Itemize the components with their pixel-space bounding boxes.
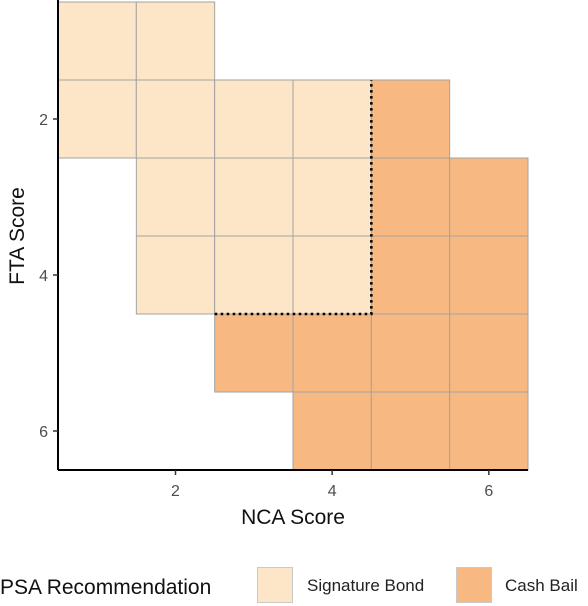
heatmap-cell-3-4 xyxy=(214,235,294,315)
threshold-line xyxy=(214,80,373,316)
heatmap-cell-4-3 xyxy=(292,157,372,237)
heatmap-cell-3-5 xyxy=(214,313,294,393)
legend-key-signature-bond xyxy=(257,567,293,603)
heatmap-cell-3-3 xyxy=(214,157,294,237)
legend-label-cash-bail: Cash Bail xyxy=(505,576,578,595)
heatmap-cell-4-6 xyxy=(292,391,372,471)
legend-label-signature-bond: Signature Bond xyxy=(307,576,425,595)
legend-key-cash-bail xyxy=(456,567,492,603)
heatmap-cell-2-2 xyxy=(135,79,216,159)
heatmap-cell-1-1 xyxy=(57,1,137,81)
heatmap-cell-4-4 xyxy=(292,235,372,315)
heatmap-cell-5-3 xyxy=(370,157,451,237)
heatmap-cell-3-2 xyxy=(214,79,294,159)
x-axis-title: NCA Score xyxy=(241,506,345,529)
cells-layer xyxy=(57,1,529,471)
heatmap-cell-6-5 xyxy=(449,313,529,393)
ticks-layer: 2 4 6 2 4 6 xyxy=(39,112,493,500)
heatmap-chart: 2 4 6 2 4 6 NCA Score FTA Score xyxy=(6,0,529,529)
heatmap-cell-5-2 xyxy=(370,79,451,159)
axes-layer xyxy=(57,0,528,471)
y-axis-title: FTA Score xyxy=(6,187,29,285)
y-tick-label-6: 6 xyxy=(39,424,48,441)
x-tick-label-6: 6 xyxy=(484,483,493,500)
heatmap-cell-5-6 xyxy=(370,391,451,471)
x-tick-label-4: 4 xyxy=(328,483,337,500)
heatmap-cell-5-4 xyxy=(370,235,451,315)
heatmap-cell-5-5 xyxy=(370,313,451,393)
legend: PSA Recommendation Signature Bond Cash B… xyxy=(0,566,588,606)
heatmap-cell-6-6 xyxy=(449,391,529,471)
heatmap-cell-4-5 xyxy=(292,313,372,393)
heatmap-cell-1-2 xyxy=(57,79,137,159)
heatmap-cell-2-1 xyxy=(135,1,216,81)
heatmap-cell-2-3 xyxy=(135,157,216,237)
heatmap-cell-6-4 xyxy=(449,235,529,315)
legend-title: PSA Recommendation xyxy=(0,576,212,599)
heatmap-cell-6-3 xyxy=(449,157,529,237)
threshold-layer xyxy=(214,80,373,316)
heatmap-cell-4-2 xyxy=(292,79,372,159)
y-tick-label-4: 4 xyxy=(39,268,48,285)
y-tick-label-2: 2 xyxy=(39,112,48,129)
heatmap-cell-2-4 xyxy=(135,235,216,315)
x-tick-label-2: 2 xyxy=(171,483,180,500)
